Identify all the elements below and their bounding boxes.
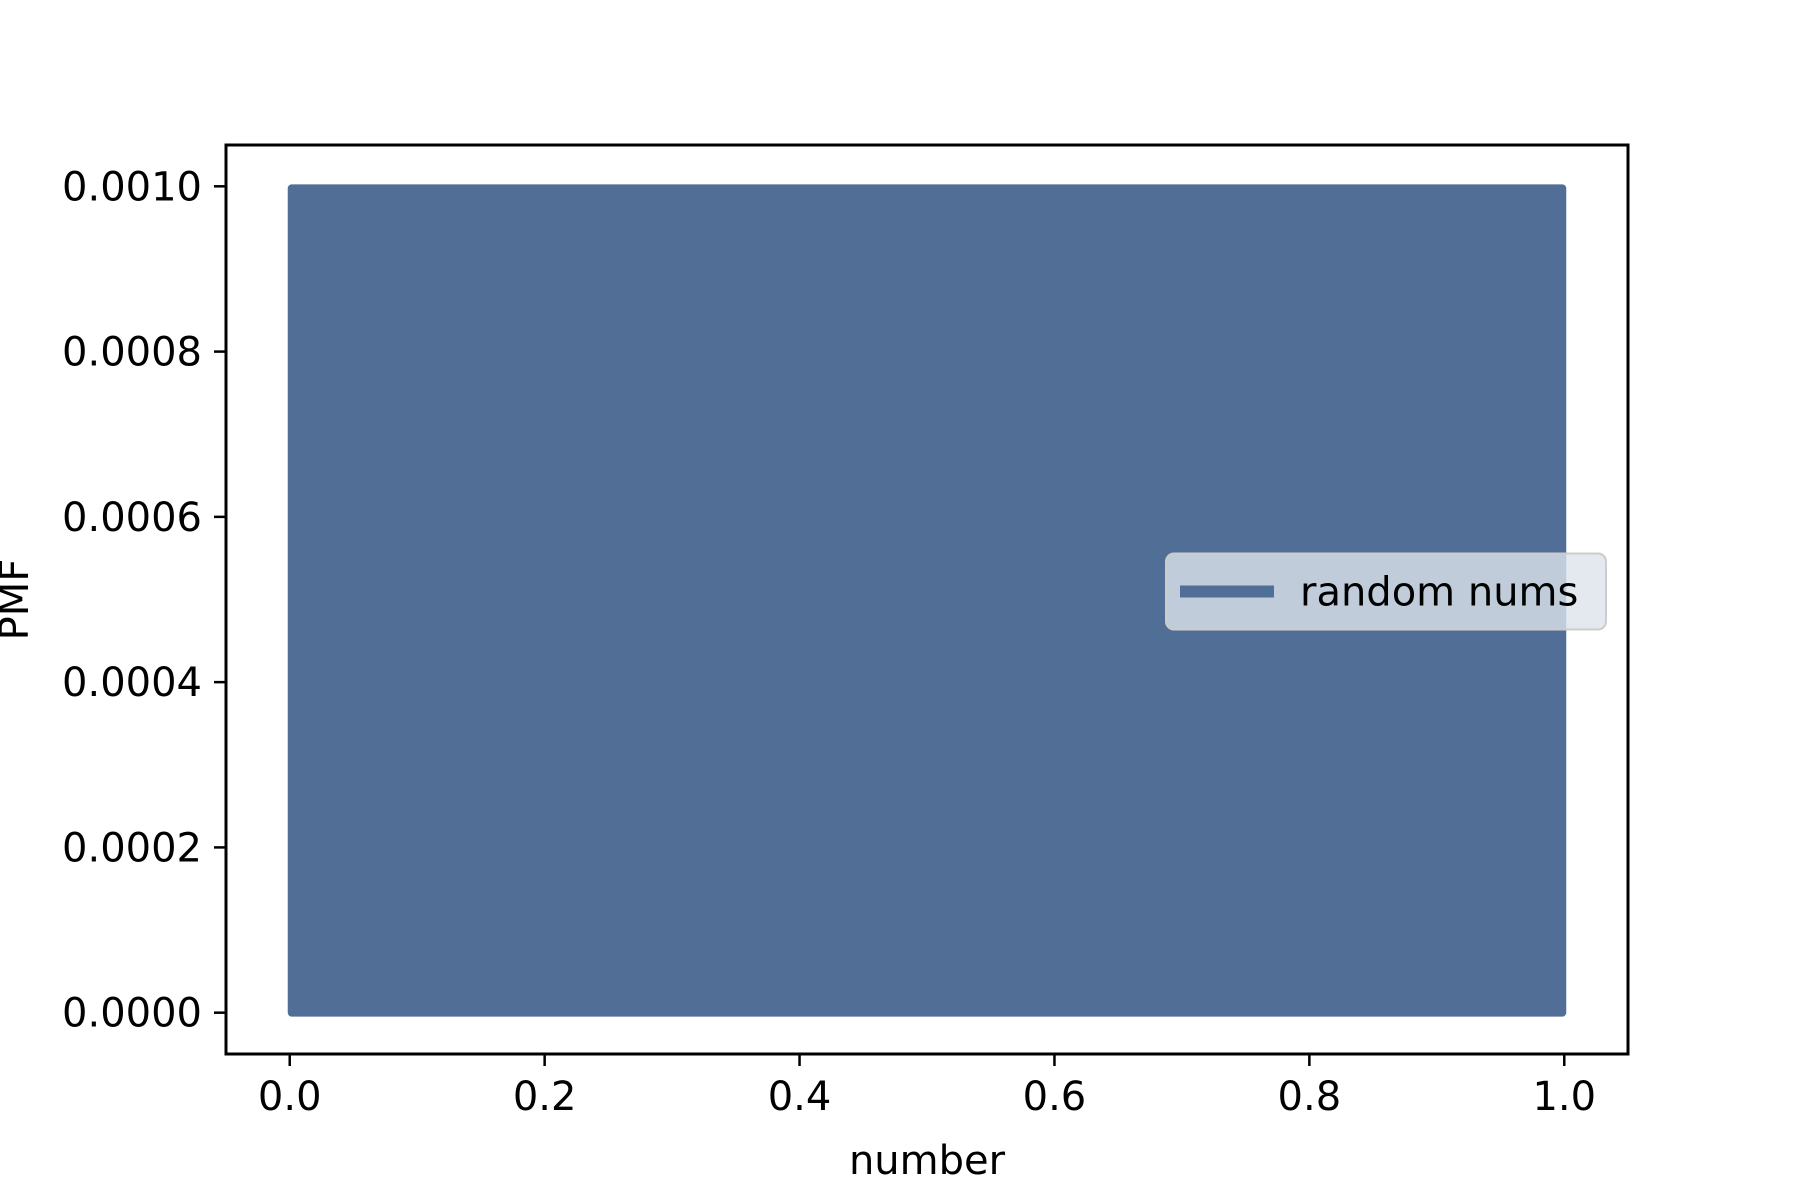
y-tick-label: 0.0004 [62, 660, 202, 706]
y-tick-label: 0.0008 [62, 330, 202, 376]
x-tick-label: 0.8 [1278, 1074, 1342, 1120]
y-axis: 0.0000 0.0002 0.0004 0.0006 0.0008 0.0010 [62, 164, 226, 1037]
legend-box [1165, 552, 1607, 631]
x-axis-label: number [849, 1138, 1006, 1184]
series-random-nums-region [287, 184, 1567, 1017]
axes-frame [224, 143, 1630, 1056]
y-axis-label: PMF [0, 559, 38, 641]
y-tick-label: 0.0006 [62, 495, 202, 541]
legend: random nums [1165, 552, 1607, 631]
x-tick-label: 0.0 [258, 1074, 322, 1120]
x-tick-label: 0.6 [1023, 1074, 1087, 1120]
x-tick-label: 0.2 [513, 1074, 577, 1120]
plot-layer [287, 184, 1567, 1017]
y-tick-label: 0.0002 [62, 825, 202, 871]
x-tick-label: 0.4 [768, 1074, 832, 1120]
y-tick-label: 0.0010 [62, 164, 202, 210]
x-axis: 0.0 0.2 0.4 0.6 0.8 1.0 [258, 1054, 1596, 1120]
x-tick-label: 1.0 [1532, 1074, 1596, 1120]
y-tick-label: 0.0000 [62, 991, 202, 1037]
legend-entry-random-nums: random nums [1300, 570, 1578, 616]
